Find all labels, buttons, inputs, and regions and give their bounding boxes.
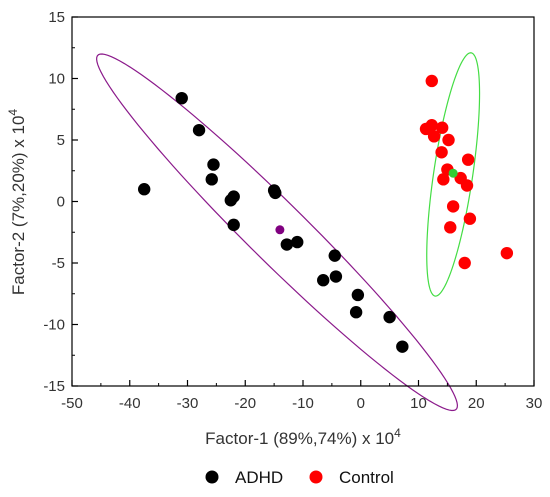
data-point-adhd [328,249,341,262]
data-point-adhd [269,186,282,200]
data-point-adhd [291,235,304,249]
y-axis-title-text: Factor-2 (7%,20%) x 10 [9,116,28,296]
ellipse-control [426,52,481,297]
data-point-control [435,121,449,134]
data-point-adhd [192,123,206,137]
data-point-adhd [224,194,238,207]
y-tick-label: 10 [48,71,65,88]
legend-marker-control [309,470,323,484]
ellipses-layer [96,52,481,412]
data-point-adhd [351,288,365,302]
x-tick-label: -30 [177,395,199,412]
y-tick-label: 15 [48,9,65,26]
y-axis-title: Factor-2 (7%,20%) x 104 [6,109,28,296]
y-tick-label: 5 [57,132,65,149]
data-point-control [463,212,477,225]
data-point-adhd [329,270,343,283]
data-point-control [437,173,450,186]
data-point-control [427,130,441,143]
legend-label-control: Control [339,468,394,487]
data-point-control [446,200,460,213]
x-tick-label: 30 [526,395,543,412]
x-axis-title-exponent: 4 [394,426,401,440]
data-point-adhd [317,274,330,287]
data-point-adhd [137,183,151,196]
y-axis-title-exponent: 4 [6,109,20,116]
x-tick-label: -50 [61,395,83,412]
y-tick-label: -5 [52,255,65,272]
x-axis-title-text: Factor-1 (89%,74%) x 10 [205,429,394,448]
data-point-adhd [207,158,220,171]
legend-marker-adhd [205,470,219,484]
centroid-point-adhd [275,225,285,235]
x-axis-title: Factor-1 (89%,74%) x 104 [205,426,401,448]
x-tick-label: 0 [357,395,365,412]
x-tick-label: 10 [410,395,427,412]
points-layer [137,74,514,353]
data-point-control [442,133,455,147]
y-tick-label: -15 [43,378,65,395]
data-point-adhd [396,340,409,353]
axes-layer [71,16,535,387]
data-point-adhd [280,238,294,251]
data-point-control [444,221,457,234]
data-point-control [458,256,471,270]
centroid-point-control [448,168,458,178]
data-point-control [425,74,438,88]
x-tick-label: 20 [468,395,485,412]
data-point-adhd [227,218,240,232]
x-tick-label: -40 [119,395,141,412]
data-point-control [461,153,475,166]
data-point-control [500,246,514,260]
data-point-adhd [205,173,218,186]
x-tick-label: -20 [234,395,256,412]
x-tick-label: -10 [292,395,314,412]
data-point-adhd [383,310,396,324]
ticks-layer: -50 -40 -30 -20 -10 0 10 20 30 15 10 5 0 -5 -10 -15 [43,9,542,412]
y-tick-label: 0 [57,194,65,211]
plot-frame [71,16,535,387]
ellipse-adhd [96,53,459,412]
data-point-control [460,179,474,192]
data-point-control [435,146,448,159]
data-point-adhd [349,306,363,319]
y-tick-label: -10 [43,317,65,334]
legend-label-adhd: ADHD [235,468,283,487]
data-point-adhd [175,91,188,105]
legend: ADHD Control [205,468,394,487]
data-point-control [425,119,438,132]
